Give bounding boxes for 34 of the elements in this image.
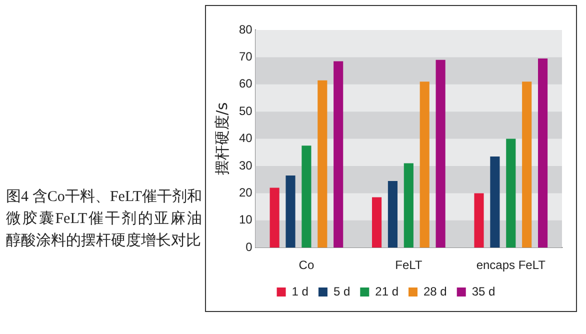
y-tick-label: 10 bbox=[238, 212, 253, 227]
y-tick-label: 30 bbox=[238, 158, 253, 172]
bar bbox=[522, 82, 532, 248]
y-tick-label: 0 bbox=[246, 240, 253, 254]
legend-label: 35 d bbox=[472, 284, 496, 298]
legend-label: 28 d bbox=[424, 284, 447, 298]
bar bbox=[420, 82, 430, 248]
bar bbox=[334, 61, 344, 248]
y-tick-label: 60 bbox=[238, 76, 253, 91]
bar bbox=[404, 163, 414, 248]
bar bbox=[436, 60, 446, 248]
bar bbox=[388, 180, 398, 248]
x-tick-label: FeLT bbox=[395, 258, 423, 272]
text: 图4 含Co干料、FeLT催干剂和微胶囊FeLT催干剂的亚麻油醇酸涂料的摆杆硬度增长对比 bbox=[6, 187, 202, 251]
y-axis-title: 摆杆硬度/s bbox=[212, 102, 231, 176]
bar bbox=[474, 193, 484, 248]
legend-label: 21 d bbox=[375, 284, 399, 298]
bar bbox=[302, 146, 312, 248]
y-tick-label: 20 bbox=[238, 186, 253, 200]
x-tick-label: encaps FeLT bbox=[476, 258, 546, 272]
y-tick-label: 70 bbox=[238, 50, 253, 64]
bar bbox=[538, 58, 548, 248]
y-tick-label: 50 bbox=[238, 104, 253, 118]
bar bbox=[270, 188, 280, 248]
x-tick-label: Co bbox=[298, 258, 314, 272]
y-tick-label: 40 bbox=[238, 131, 253, 146]
bar bbox=[286, 176, 296, 248]
y-tick-label: 80 bbox=[238, 22, 253, 36]
legend-label: 5 d bbox=[333, 284, 350, 298]
bar bbox=[318, 80, 328, 248]
legend-label: 1 d bbox=[292, 284, 308, 298]
bar bbox=[490, 156, 500, 248]
bar bbox=[506, 138, 516, 248]
bar bbox=[372, 197, 382, 248]
